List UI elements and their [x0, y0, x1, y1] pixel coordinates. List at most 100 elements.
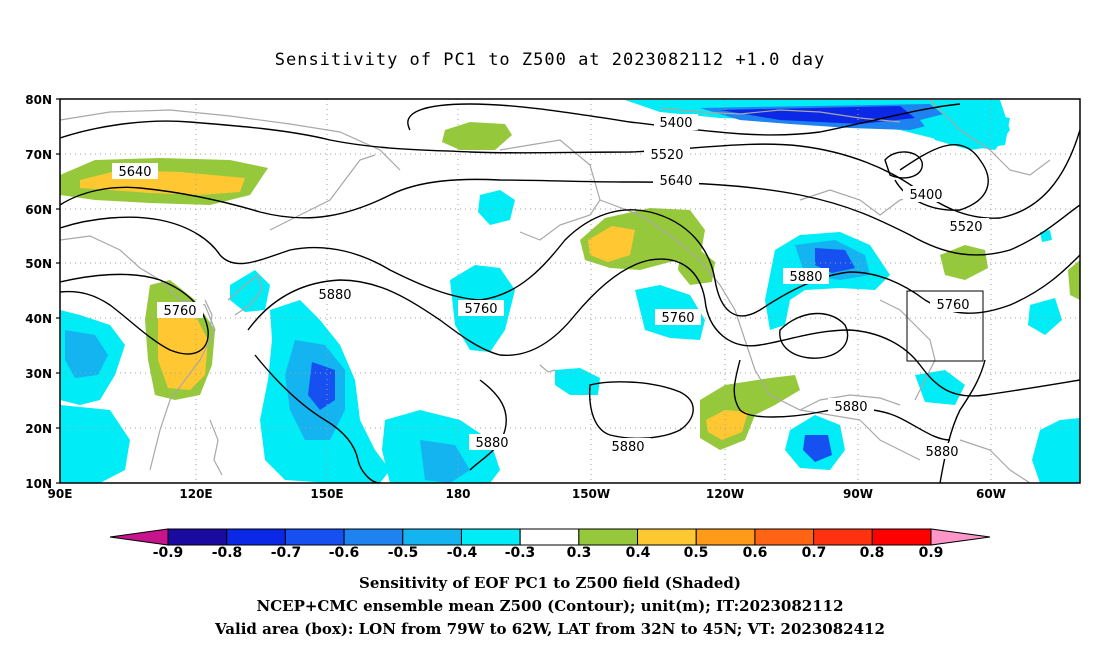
colorbar-label: 0.9 [919, 545, 944, 561]
svg-text:5520: 5520 [949, 220, 982, 235]
colorbar-box [695, 528, 756, 546]
grid-lines [60, 99, 1080, 483]
colorbar-labels: -0.9 -0.8 -0.7 -0.6 -0.5 -0.4 -0.3 0.3 0… [153, 545, 944, 561]
contour-5640 [60, 178, 1080, 256]
lat-label: 20N [25, 422, 52, 436]
contour-5880-loop-3 [588, 381, 694, 439]
coast-east-asia [60, 235, 216, 471]
contour-label: 5760 [157, 302, 203, 319]
footer-line-3: Valid area (box): LON from 79W to 62W, L… [215, 620, 885, 638]
colorbar-label: 0.8 [860, 545, 885, 561]
shade-positive-arctic [442, 122, 512, 150]
colorbar-box [460, 528, 521, 546]
svg-text:5880: 5880 [834, 400, 867, 415]
coast-greenland [929, 99, 1051, 176]
svg-text:5880: 5880 [789, 270, 822, 285]
contour-label: 5640 [112, 163, 158, 180]
map-frame [59, 98, 1081, 484]
coastlines [60, 99, 1051, 483]
coast-philippines [209, 419, 223, 476]
footer-line-1: Sensitivity of EOF PC1 to Z500 field (Sh… [359, 574, 741, 592]
shade-negative-caribbean [915, 370, 965, 405]
lat-ticks [56, 98, 60, 484]
lon-label: 150E [310, 487, 343, 501]
coast-japan [227, 273, 263, 316]
contour-5880-east [939, 359, 986, 483]
contour-label: 5400 [903, 186, 949, 203]
contour-label: 5880 [312, 286, 358, 303]
coast-korea [204, 299, 213, 331]
svg-text:5880: 5880 [611, 440, 644, 455]
valid-area-box [906, 290, 984, 362]
longitude-labels: 90E 120E 150E 180 150W 120W 90W 60W [48, 487, 1006, 501]
colorbar-label: 0.6 [743, 545, 768, 561]
shade-positive-east-edge [1068, 260, 1080, 300]
latitude-labels: 80N 70N 60N 50N 40N 30N 20N 10N [25, 93, 52, 491]
chart-title: Sensitivity of PC1 to Z500 at 2023082112… [274, 50, 826, 70]
svg-text:5760: 5760 [163, 304, 196, 319]
svg-text:5400: 5400 [909, 188, 942, 203]
colorbar-box [871, 528, 932, 546]
colorbar-label: 0.7 [802, 545, 827, 561]
lon-label: 180 [445, 487, 470, 501]
z500-contours [60, 103, 1080, 483]
contour-label: 5880 [469, 434, 515, 451]
shade-negative-mexico [555, 368, 600, 395]
shade-negative-nw-canada [920, 110, 1010, 150]
contour-5880-loop-4 [779, 312, 849, 359]
contour-5880-loop-2 [469, 379, 507, 471]
svg-text:5880: 5880 [318, 288, 351, 303]
colorbar-box [813, 528, 873, 546]
shade-positive-pacific-east [678, 250, 715, 285]
lon-label: 90E [48, 487, 73, 501]
contour-label: 5880 [605, 438, 651, 455]
contour-5880-west [247, 258, 1080, 397]
lat-label: 70N [25, 148, 52, 162]
shade-negative-plains-max [815, 248, 855, 273]
lon-label: 120W [706, 487, 744, 501]
lon-label: 150W [572, 487, 610, 501]
contour-label: 5760 [458, 300, 504, 317]
contour-5760-west [60, 209, 1080, 317]
colorbar-box [578, 528, 639, 546]
svg-text:5760: 5760 [936, 298, 969, 313]
contour-5760-south [60, 273, 209, 355]
shade-negative-south-west [60, 405, 130, 483]
contour-5400-west [407, 103, 961, 136]
contour-5520 [60, 120, 1080, 219]
lon-label: 120E [179, 487, 212, 501]
lat-label: 80N [25, 93, 52, 107]
svg-text:5760: 5760 [464, 302, 497, 317]
contour-label: 5520 [943, 218, 989, 235]
contour-label: 5400 [654, 114, 698, 131]
coast-east-america [879, 299, 936, 401]
colorbar-label: -0.4 [447, 545, 478, 561]
colorbar-label: -0.7 [271, 545, 302, 561]
coast-gulf-mexico [799, 394, 901, 411]
colorbar-box [637, 528, 697, 546]
colorbar-left-arrow [109, 528, 169, 546]
lon-label: 60W [976, 487, 1006, 501]
colorbar-box [284, 528, 345, 546]
shade-negative-west-pacific-max [308, 362, 335, 410]
shade-negative-atlantic-small [1040, 230, 1052, 242]
shade-negative-central-america-core [803, 435, 832, 462]
shade-positive-china-core [158, 315, 208, 390]
coast-south-america [959, 439, 1031, 483]
contour-5880-loop-1 [254, 354, 381, 483]
colorbar-label: 0.4 [626, 545, 651, 561]
svg-text:5520: 5520 [650, 148, 683, 163]
colorbar-boxes [167, 528, 932, 546]
lat-label: 40N [25, 312, 52, 326]
shade-negative-atlantic-east [1028, 298, 1062, 335]
lon-label: 90W [843, 487, 873, 501]
shade-positive-pacific-core [588, 226, 635, 262]
contour-label: 5640 [653, 172, 699, 189]
colorbar-box [167, 528, 228, 546]
coast-central-america [859, 419, 921, 461]
shade-positive-gulf-core [706, 410, 748, 440]
shade-negative-se-corner [1032, 418, 1080, 483]
colorbar-label: -0.6 [329, 545, 360, 561]
map-area [60, 99, 1080, 483]
